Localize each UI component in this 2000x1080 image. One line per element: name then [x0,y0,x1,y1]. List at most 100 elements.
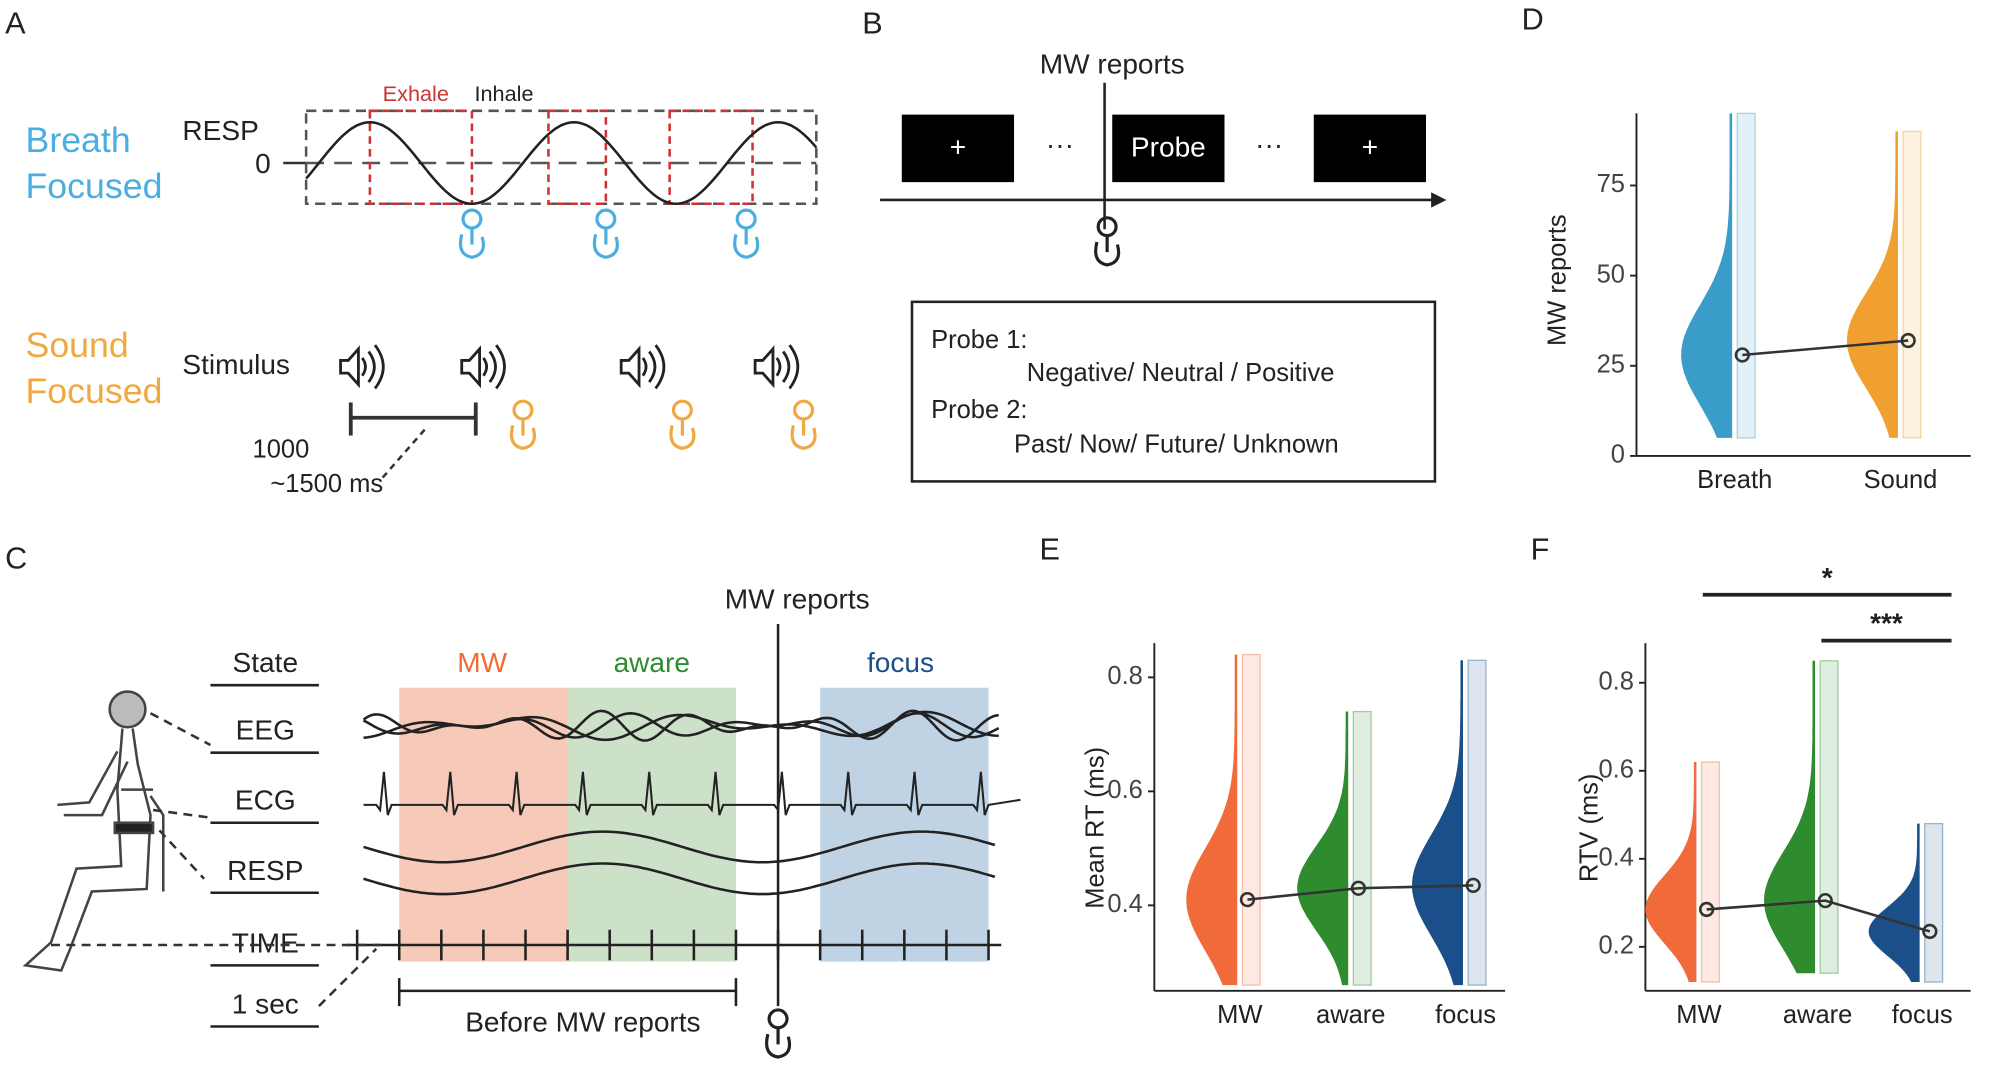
screen-text: + [1362,131,1378,162]
chart: D MW reports 0 25 50 75 Breath Sound [1522,3,1971,494]
row-labels: State EEG ECG RESP TIME 1 sec [210,647,319,1028]
state-label: aware [614,647,690,678]
state-band [820,687,989,962]
panel-label: E [1040,533,1060,567]
resp-trace [363,830,996,896]
range-box [1924,822,1944,983]
ellipsis: ··· [1255,129,1283,160]
violin [1645,761,1697,983]
screen [901,114,1015,183]
range-box [1467,659,1487,986]
head [1096,216,1118,238]
press-icon [764,1008,792,1059]
resp-wave [305,120,818,206]
x-tick-label: focus [1892,1001,1953,1029]
x-tick-label: aware [1783,1001,1852,1029]
state-band [399,687,568,962]
eeg-trace [362,709,1000,742]
hand [790,419,817,450]
condition-label: Sound [26,325,129,365]
signal-label: RESP [182,115,258,146]
press-icons [458,208,760,259]
probe-text: Probe 1: [931,326,1027,354]
mean-point [1239,892,1256,908]
head [767,1008,789,1030]
y-tick-label: 0.4 [1107,890,1142,918]
hand [764,1027,792,1059]
head [512,399,534,421]
phase-label: Inhale [474,81,533,106]
screen-text: Probe [1131,131,1206,162]
seated-person [22,690,165,972]
mean-point [1350,880,1367,896]
mean-line [1706,899,1931,933]
y-axis-label: RTV (ms) [1575,774,1603,882]
zero-label: 0 [255,148,271,179]
row-label: State [233,647,299,678]
speaker [339,344,385,390]
event-label: MW reports [1040,49,1185,80]
y-tick-label: 25 [1597,351,1625,379]
mean-point [1698,901,1715,918]
significance-label: * [1822,562,1833,593]
y-tick-label: 0.4 [1598,844,1633,872]
x-tick-label: Sound [1864,466,1938,494]
significance-label: *** [1870,608,1903,639]
hand [458,227,486,259]
hand [669,419,696,450]
y-tick-label: 50 [1597,260,1625,288]
mean-point [1817,892,1833,909]
bracket-label: Before MW reports [465,1006,700,1037]
screen-text: + [950,131,966,162]
violin [1764,660,1816,974]
mean-line [1247,884,1474,901]
row-label: TIME [232,927,299,958]
hand [592,227,619,259]
bracket [397,978,738,1007]
violin [1846,131,1898,438]
probe-text: Probe 2: [931,396,1027,424]
head [461,208,483,230]
violin [1868,823,1920,983]
condition-label: Focused [26,166,163,206]
exhale-boxes [368,109,754,206]
range-box [1241,653,1261,986]
state-label: MW [457,647,507,678]
hand [509,419,537,450]
x-tick-label: MW [1217,1001,1262,1029]
y-tick-label: 0.8 [1107,662,1142,690]
range-box [1819,660,1839,974]
row-label: RESP [227,855,303,886]
head [671,399,693,421]
state-band [567,687,736,962]
screen [1112,114,1225,183]
panel-label: A [5,7,26,41]
probe-box [910,300,1437,483]
interval-label: 1000 [253,436,310,464]
range-box [1352,710,1372,986]
panel-label: D [1522,3,1544,37]
hand [733,227,760,259]
ellipsis: ··· [1046,129,1074,160]
head [793,399,815,421]
y-axis-label: Mean RT (ms) [1082,747,1110,909]
panel-label: B [862,7,882,41]
row-label: 1 sec [232,989,299,1020]
range-box [1700,761,1721,983]
head [735,208,757,230]
arrow-head [1431,192,1447,208]
probe-text: Past/ Now/ Future/ Unknown [1014,431,1339,459]
probe-text: Negative/ Neutral / Positive [1027,359,1335,387]
panel-label: F [1531,533,1550,567]
charts: D MW reports 0 25 50 75 Breath Sound E Mean RT (m… [1040,3,1971,1029]
mean-point [1465,877,1481,894]
x-tick-label: Breath [1697,466,1772,494]
violin [1186,654,1238,986]
ecg-trace [363,771,1021,816]
phase-label: Exhale [383,81,449,106]
condition-label: Focused [26,371,163,411]
screen [1313,114,1427,183]
x-tick-label: MW [1676,1001,1721,1029]
y-tick-label: 75 [1597,170,1625,198]
